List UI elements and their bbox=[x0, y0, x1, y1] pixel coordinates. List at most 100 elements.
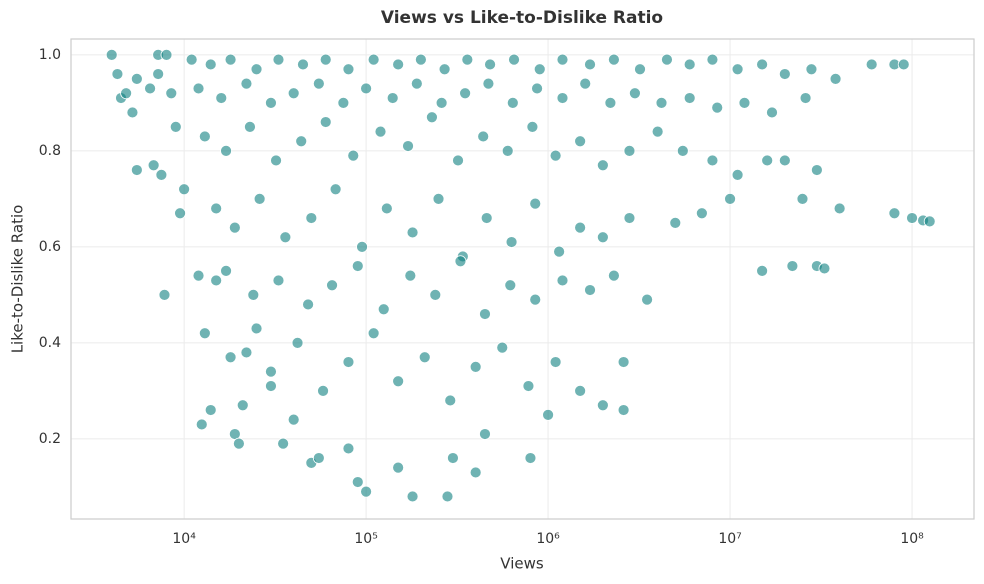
scatter-point bbox=[574, 135, 587, 148]
scatter-point bbox=[192, 269, 205, 282]
scatter-point bbox=[805, 63, 818, 76]
scatter-point bbox=[444, 394, 457, 407]
scatter-point bbox=[367, 327, 380, 340]
scatter-point bbox=[604, 96, 617, 109]
y-axis-label: Like-to-Dislike Ratio bbox=[9, 205, 27, 354]
scatter-point bbox=[459, 87, 472, 100]
scatter-point bbox=[818, 262, 831, 275]
scatter-point bbox=[482, 77, 495, 90]
scatter-point bbox=[130, 72, 143, 85]
scatter-point bbox=[144, 82, 156, 95]
scatter-point bbox=[272, 53, 285, 66]
scatter-point bbox=[192, 82, 205, 95]
scatter-point bbox=[305, 212, 318, 224]
scatter-point bbox=[778, 68, 791, 80]
scatter-point bbox=[272, 274, 285, 287]
scatter-point bbox=[556, 274, 569, 287]
scatter-point bbox=[761, 154, 774, 167]
scatter-point bbox=[224, 53, 237, 66]
scatter-point bbox=[531, 82, 543, 95]
scatter-point bbox=[402, 140, 414, 152]
scatter-point bbox=[198, 327, 211, 340]
scatter-point bbox=[579, 77, 592, 90]
scatter-point bbox=[240, 77, 253, 90]
scatter-point bbox=[661, 53, 673, 66]
scatter-point bbox=[711, 101, 724, 114]
scatter-point bbox=[629, 87, 641, 100]
scatter-point bbox=[738, 96, 751, 109]
scatter-point bbox=[529, 197, 542, 210]
scatter-point bbox=[265, 380, 277, 392]
scatter-point bbox=[480, 212, 493, 224]
scatter-point bbox=[215, 92, 228, 104]
scatter-point bbox=[496, 341, 509, 354]
scatter-point bbox=[865, 58, 878, 71]
scatter-point bbox=[152, 68, 165, 80]
scatter-point bbox=[279, 231, 292, 244]
scatter-point bbox=[574, 384, 587, 397]
scatter-point bbox=[504, 279, 517, 292]
scatter-point bbox=[799, 92, 812, 104]
scatter-point bbox=[452, 154, 464, 167]
y-tick-label: 0.4 bbox=[39, 335, 61, 351]
scatter-point bbox=[574, 221, 587, 234]
scatter-point bbox=[508, 53, 520, 66]
scatter-point bbox=[533, 63, 546, 76]
scatter-point bbox=[522, 380, 535, 392]
scatter-point bbox=[342, 442, 355, 455]
scatter-point bbox=[766, 106, 778, 119]
scatter-point bbox=[683, 58, 696, 71]
y-tick-label: 0.2 bbox=[39, 431, 61, 447]
scatter-point bbox=[374, 125, 387, 138]
scatter-point bbox=[418, 351, 431, 364]
scatter-point bbox=[655, 96, 668, 109]
scatter-point bbox=[526, 120, 539, 133]
scatter-point bbox=[724, 192, 736, 205]
scatter-point bbox=[392, 375, 405, 388]
scatter-point bbox=[319, 53, 332, 66]
scatter-point bbox=[287, 413, 300, 426]
scatter-point bbox=[623, 144, 636, 157]
scatter-point bbox=[617, 404, 630, 416]
scatter-point bbox=[506, 96, 519, 109]
scatter-point bbox=[906, 212, 918, 224]
x-tick-label: 10⁸ bbox=[900, 531, 924, 547]
scatter-point bbox=[169, 120, 182, 133]
scatter-point bbox=[228, 221, 241, 234]
y-tick-label: 0.8 bbox=[39, 143, 61, 159]
scatter-point bbox=[317, 384, 329, 397]
scatter-point bbox=[706, 53, 719, 66]
scatter-point bbox=[392, 461, 405, 474]
scatter-point bbox=[377, 303, 390, 316]
scatter-point bbox=[360, 485, 373, 498]
scatter-point bbox=[584, 284, 596, 296]
scatter-point bbox=[441, 490, 454, 503]
scatter-point bbox=[695, 207, 708, 220]
scatter-point bbox=[756, 58, 769, 71]
scatter-point bbox=[829, 72, 842, 85]
scatter-point bbox=[302, 298, 314, 311]
scatter-point bbox=[608, 53, 620, 66]
scatter-point bbox=[477, 130, 490, 143]
scatter-point bbox=[833, 202, 846, 215]
scatter-point bbox=[469, 466, 482, 479]
scatter-point bbox=[683, 92, 696, 104]
scatter-point bbox=[130, 164, 143, 176]
scatter-point bbox=[432, 192, 445, 205]
scatter-point bbox=[204, 404, 217, 416]
scatter-point bbox=[178, 183, 191, 196]
scatter-point bbox=[923, 215, 936, 228]
scatter-point bbox=[287, 87, 300, 100]
scatter-point bbox=[295, 135, 308, 148]
scatter-point bbox=[120, 87, 133, 100]
scatter-point bbox=[438, 63, 451, 76]
scatter-point bbox=[796, 192, 809, 205]
scatter-point bbox=[337, 96, 350, 109]
scatter-point bbox=[553, 245, 566, 258]
scatter-point bbox=[608, 269, 620, 282]
scatter-point bbox=[584, 58, 596, 71]
scatter-point bbox=[447, 452, 459, 464]
y-tick-label: 1.0 bbox=[39, 47, 61, 63]
scatter-point bbox=[204, 58, 217, 71]
